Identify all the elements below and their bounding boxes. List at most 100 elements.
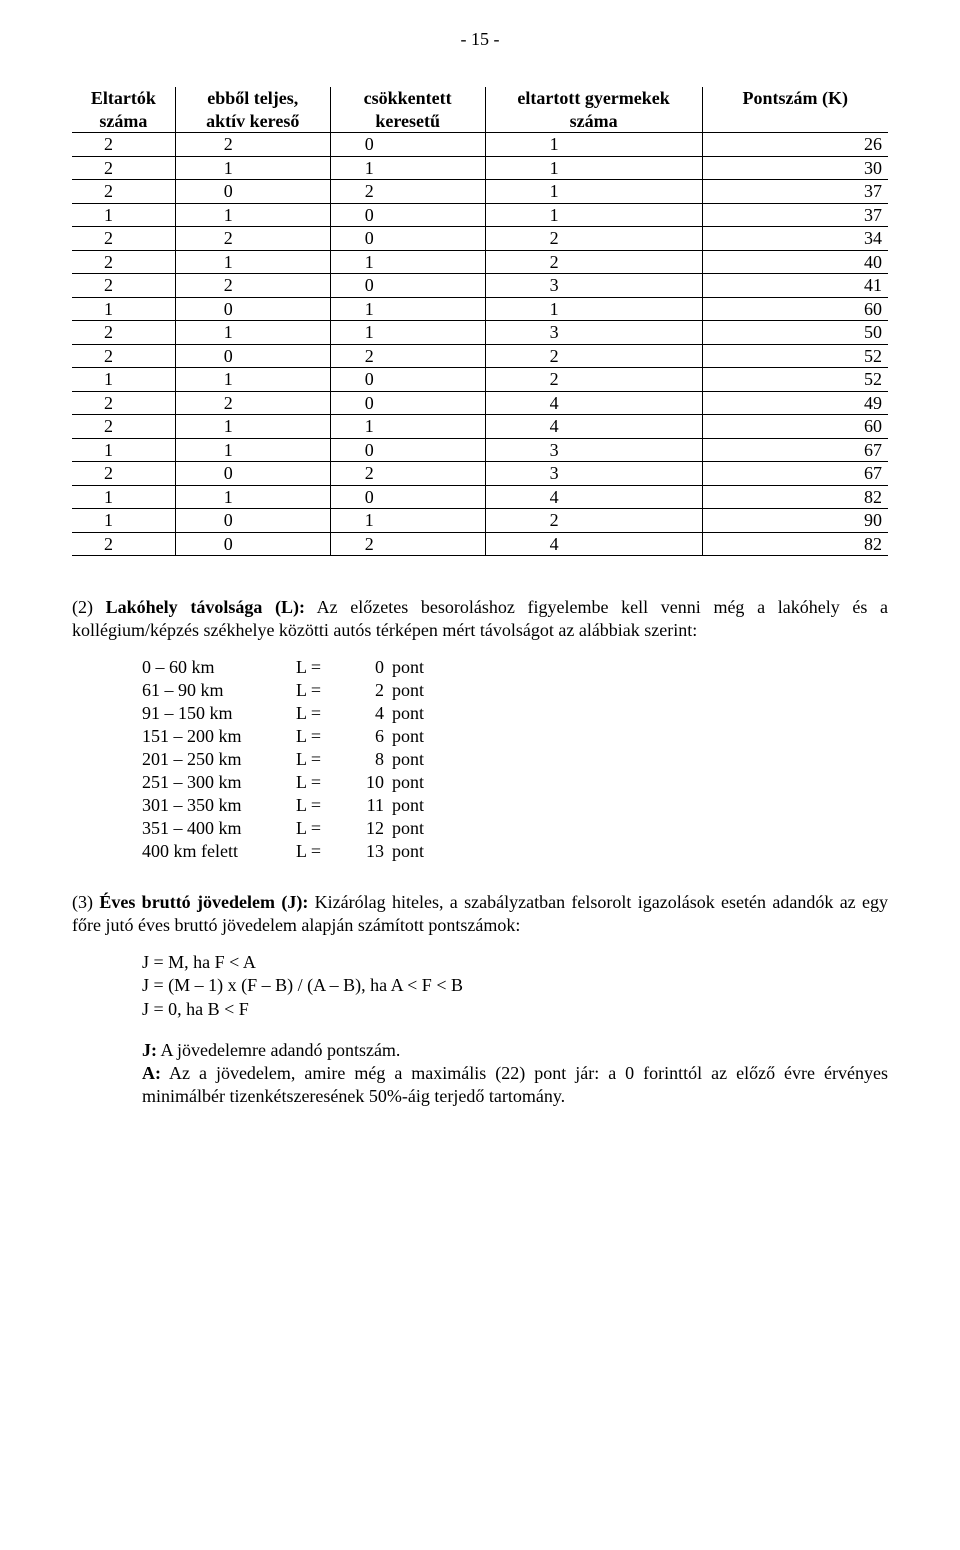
table-cell: 67 [702, 438, 888, 462]
table-row: 101290 [72, 509, 888, 533]
distance-eq: L = [296, 679, 356, 702]
formula-3: J = 0, ha B < F [142, 998, 888, 1021]
table-cell: 2 [175, 133, 330, 157]
table-cell: 0 [175, 297, 330, 321]
table-cell: 0 [175, 180, 330, 204]
table-cell: 2 [175, 274, 330, 298]
table-row: 211130 [72, 156, 888, 180]
distance-eq: L = [296, 748, 356, 771]
table-row: 220126 [72, 133, 888, 157]
table-cell: 0 [175, 532, 330, 556]
table-cell: 0 [330, 227, 485, 251]
table-cell: 2 [72, 532, 175, 556]
distance-unit: pont [388, 702, 428, 725]
table-cell: 34 [702, 227, 888, 251]
table-cell: 4 [485, 415, 702, 439]
table-cell: 1 [485, 203, 702, 227]
table-cell: 50 [702, 321, 888, 345]
distance-range: 0 – 60 km [142, 656, 296, 679]
table-cell: 1 [485, 297, 702, 321]
distance-range: 251 – 300 km [142, 771, 296, 794]
distance-unit: pont [388, 840, 428, 863]
th-2: ebből teljes,aktív kereső [175, 87, 330, 133]
table-cell: 0 [330, 485, 485, 509]
explain-J-text: A jövedelemre adandó pontszám. [157, 1040, 400, 1060]
formulas: J = M, ha F < A J = (M – 1) x (F – B) / … [142, 951, 888, 1020]
table-cell: 1 [485, 133, 702, 157]
para-J: (3) Éves bruttó jövedelem (J): Kizárólag… [72, 891, 888, 937]
table-cell: 4 [485, 391, 702, 415]
distance-value: 10 [356, 771, 388, 794]
table-cell: 2 [72, 250, 175, 274]
distance-unit: pont [388, 748, 428, 771]
table-cell: 3 [485, 438, 702, 462]
table-cell: 1 [72, 203, 175, 227]
distance-value: 4 [356, 702, 388, 725]
table-cell: 2 [175, 391, 330, 415]
distance-value: 6 [356, 725, 388, 748]
table-cell: 1 [175, 415, 330, 439]
table-cell: 2 [72, 462, 175, 486]
points-table: Eltartókszáma ebből teljes,aktív kereső … [72, 87, 888, 556]
table-cell: 1 [485, 180, 702, 204]
table-row: 220449 [72, 391, 888, 415]
table-cell: 1 [72, 438, 175, 462]
distance-row: 201 – 250 kmL =8pont [142, 748, 428, 771]
table-cell: 0 [330, 391, 485, 415]
distance-unit: pont [388, 679, 428, 702]
para-J-prefix: (3) [72, 892, 99, 912]
distance-row: 400 km felettL =13pont [142, 840, 428, 863]
table-row: 211460 [72, 415, 888, 439]
table-cell: 30 [702, 156, 888, 180]
table-cell: 2 [330, 344, 485, 368]
distance-range: 151 – 200 km [142, 725, 296, 748]
table-row: 202137 [72, 180, 888, 204]
distance-unit: pont [388, 794, 428, 817]
para-J-bold: Éves bruttó jövedelem (J): [99, 892, 308, 912]
table-cell: 82 [702, 532, 888, 556]
table-cell: 2 [72, 415, 175, 439]
table-cell: 37 [702, 180, 888, 204]
distance-row: 0 – 60 kmL =0pont [142, 656, 428, 679]
table-cell: 1 [330, 321, 485, 345]
table-cell: 1 [72, 509, 175, 533]
table-cell: 4 [485, 532, 702, 556]
table-cell: 2 [485, 509, 702, 533]
table-cell: 1 [330, 156, 485, 180]
table-cell: 1 [330, 415, 485, 439]
distance-unit: pont [388, 656, 428, 679]
table-cell: 2 [72, 180, 175, 204]
table-cell: 0 [330, 274, 485, 298]
table-cell: 1 [330, 297, 485, 321]
page-number: - 15 - [72, 28, 888, 51]
table-cell: 0 [330, 203, 485, 227]
table-row: 110252 [72, 368, 888, 392]
table-cell: 37 [702, 203, 888, 227]
distance-value: 8 [356, 748, 388, 771]
table-cell: 1 [175, 203, 330, 227]
table-cell: 1 [72, 297, 175, 321]
table-cell: 1 [330, 509, 485, 533]
distance-range: 301 – 350 km [142, 794, 296, 817]
table-cell: 0 [330, 133, 485, 157]
table-cell: 2 [485, 344, 702, 368]
distance-eq: L = [296, 702, 356, 725]
table-row: 211350 [72, 321, 888, 345]
distance-eq: L = [296, 794, 356, 817]
table-row: 110367 [72, 438, 888, 462]
distance-table: 0 – 60 kmL =0pont61 – 90 kmL =2pont91 – … [142, 656, 428, 863]
table-cell: 1 [175, 485, 330, 509]
table-row: 101160 [72, 297, 888, 321]
formula-2: J = (M – 1) x (F – B) / (A – B), ha A < … [142, 974, 888, 997]
table-cell: 60 [702, 297, 888, 321]
table-cell: 60 [702, 415, 888, 439]
table-row: 202252 [72, 344, 888, 368]
table-cell: 1 [485, 156, 702, 180]
table-cell: 2 [330, 462, 485, 486]
distance-row: 301 – 350 kmL =11pont [142, 794, 428, 817]
table-cell: 1 [175, 250, 330, 274]
table-cell: 2 [72, 344, 175, 368]
distance-row: 251 – 300 kmL =10pont [142, 771, 428, 794]
formula-1: J = M, ha F < A [142, 951, 888, 974]
distance-range: 61 – 90 km [142, 679, 296, 702]
